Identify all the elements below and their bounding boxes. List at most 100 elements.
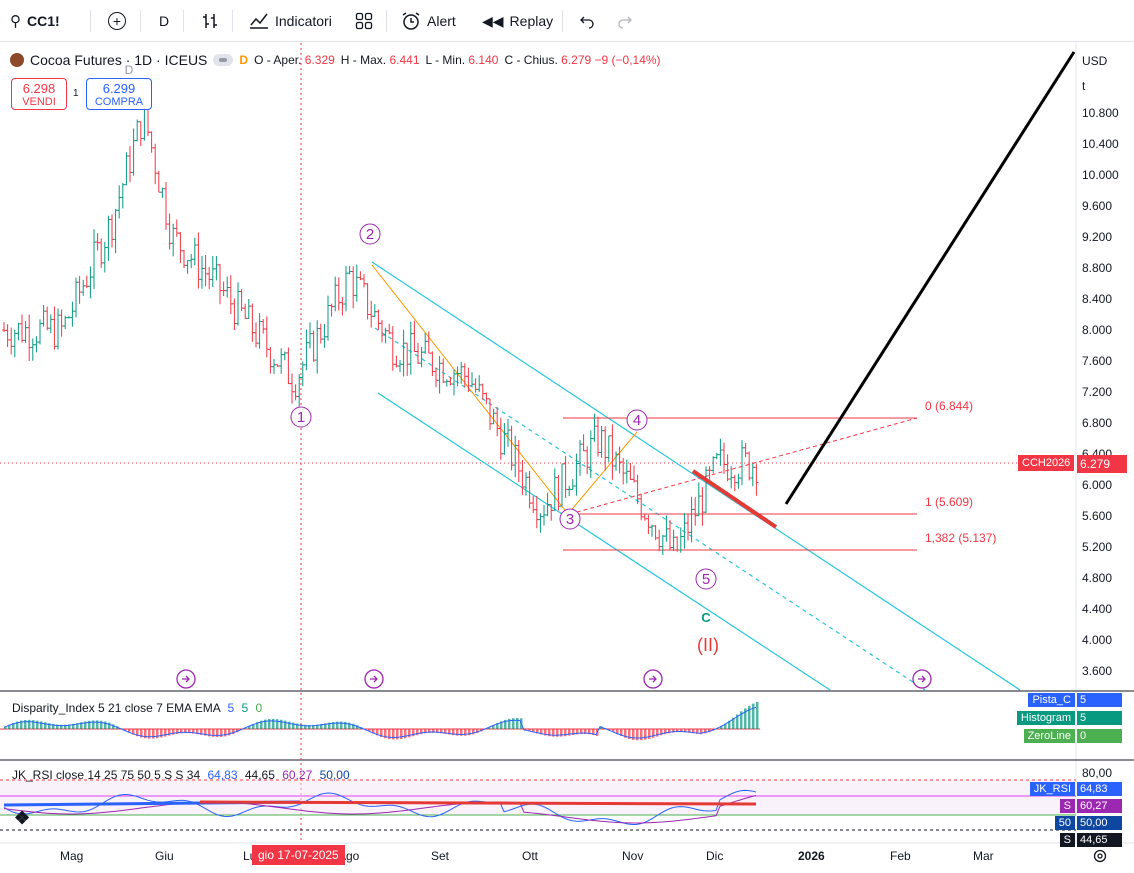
chart-legend: Cocoa Futures · 1D · ICEUS D O - Aper. 6… <box>10 52 661 68</box>
sell-button[interactable]: 6.298 VENDI <box>11 78 67 110</box>
disparity-bar <box>400 729 403 740</box>
disparity-bar <box>144 729 147 739</box>
disparity-bar <box>12 723 15 729</box>
disparity-bar <box>160 729 163 738</box>
interval-button[interactable]: D <box>159 0 169 42</box>
disparity-bar <box>220 729 223 737</box>
alert-button[interactable]: Alert <box>401 0 456 42</box>
disparity-bar <box>668 729 671 734</box>
disparity-bar <box>192 729 195 734</box>
disparity-bar <box>584 729 587 735</box>
axis-tag-name: 50 <box>1054 816 1075 830</box>
disparity-bar <box>616 729 619 735</box>
rsi-axis-top: 80,00 <box>1082 766 1113 780</box>
disparity-bar <box>204 729 207 736</box>
disparity-bar <box>408 729 411 738</box>
disparity-bar <box>476 729 479 734</box>
disparity-bar <box>636 729 639 741</box>
disparity-bar <box>284 720 287 729</box>
event-marker[interactable] <box>364 669 384 689</box>
buy-button[interactable]: 6.299 COMPRA <box>86 78 152 110</box>
disparity-bar <box>704 729 707 734</box>
layouts-button[interactable] <box>355 0 373 42</box>
top-toolbar: ⚲ CC1! + D Indicatori Alert ◀◀ Replay <box>0 0 1134 42</box>
disparity-bar <box>456 729 459 736</box>
disparity-bar <box>376 729 379 736</box>
divider <box>386 10 387 32</box>
time-tick: Set <box>431 849 450 863</box>
unit-selector[interactable]: t <box>1082 79 1086 93</box>
disparity-bar <box>536 729 539 734</box>
price-tick: 8.800 <box>1082 261 1113 275</box>
disparity-bar <box>100 720 103 729</box>
event-marker[interactable] <box>176 669 196 689</box>
disparity-bar <box>48 723 51 729</box>
disparity-bar <box>468 729 471 736</box>
disparity-bar <box>592 729 595 735</box>
divider <box>90 10 91 32</box>
data-delay-badge: D <box>239 53 249 67</box>
wave-ii-label: (II) <box>697 635 719 655</box>
disparity-bar <box>344 721 347 729</box>
disparity-bar <box>56 724 59 729</box>
disparity-bar <box>320 723 323 729</box>
indicators-button[interactable]: Indicatori <box>249 0 332 42</box>
disparity-bar <box>544 729 547 736</box>
disparity-bar <box>64 724 67 729</box>
candles-series <box>2 92 759 556</box>
settings-button[interactable] <box>1092 848 1108 869</box>
wave-label-2: 2 <box>359 223 381 245</box>
disparity-bar <box>692 729 695 734</box>
time-tick: Giu <box>155 849 174 863</box>
disparity-bar <box>752 703 755 729</box>
disparity-bar <box>112 724 115 729</box>
compare-symbol-button[interactable]: + <box>108 0 126 42</box>
currency-selector[interactable]: USD <box>1082 54 1108 68</box>
interval-label: D <box>159 13 170 29</box>
redo-button[interactable] <box>617 0 633 42</box>
event-marker[interactable] <box>643 669 663 689</box>
ohlc-close: C - Chius. 6.279 −9 (−0,14%) <box>504 53 660 67</box>
wave-2-text: 2 <box>366 226 374 243</box>
symbol-search[interactable]: ⚲ CC1! <box>10 0 60 42</box>
disparity-bar <box>148 729 151 739</box>
disparity-bar <box>272 718 275 729</box>
axis-tag-value: 44,65 <box>1077 833 1122 847</box>
disparity-bar <box>292 722 295 729</box>
disparity-bar <box>672 729 675 733</box>
chart-type-button[interactable] <box>201 0 219 42</box>
disparity-bar <box>332 722 335 729</box>
price-tick: 8.400 <box>1082 292 1113 306</box>
price-tick: 5.200 <box>1082 540 1113 554</box>
disparity-bar <box>612 729 615 733</box>
disparity-bar <box>4 726 7 729</box>
undo-button[interactable] <box>579 0 595 42</box>
price-tick: 8.000 <box>1082 323 1113 337</box>
disparity-bar <box>528 729 531 732</box>
indicators-icon <box>250 13 268 29</box>
disparity-bar <box>152 729 155 739</box>
time-tick: Mar <box>973 849 994 863</box>
disparity-bar <box>256 722 259 729</box>
disparity-bar <box>224 729 227 737</box>
disparity-bar <box>228 729 231 736</box>
disparity-line <box>3 706 757 739</box>
disparity-bar <box>512 718 515 729</box>
price-tick: 7.200 <box>1082 385 1113 399</box>
disparity-bar <box>372 729 375 734</box>
disparity-bar <box>688 729 691 733</box>
rsi-title: JK_RSI close 14 25 75 50 5 S S 34 <box>12 768 201 782</box>
disparity-bar <box>136 729 139 737</box>
disparity-bar <box>652 729 655 738</box>
disparity-val-1: 5 <box>227 701 235 715</box>
wave-c-label: C <box>701 610 711 625</box>
axis-tag-value: 5 <box>1077 693 1122 707</box>
spread-value: 1 <box>73 88 79 99</box>
replay-button[interactable]: ◀◀ Replay <box>482 0 553 42</box>
price-tick: 5.600 <box>1082 509 1113 523</box>
divider <box>232 10 233 32</box>
disparity-bar <box>448 729 451 735</box>
event-marker[interactable] <box>912 669 932 689</box>
disparity-bar <box>216 729 219 738</box>
